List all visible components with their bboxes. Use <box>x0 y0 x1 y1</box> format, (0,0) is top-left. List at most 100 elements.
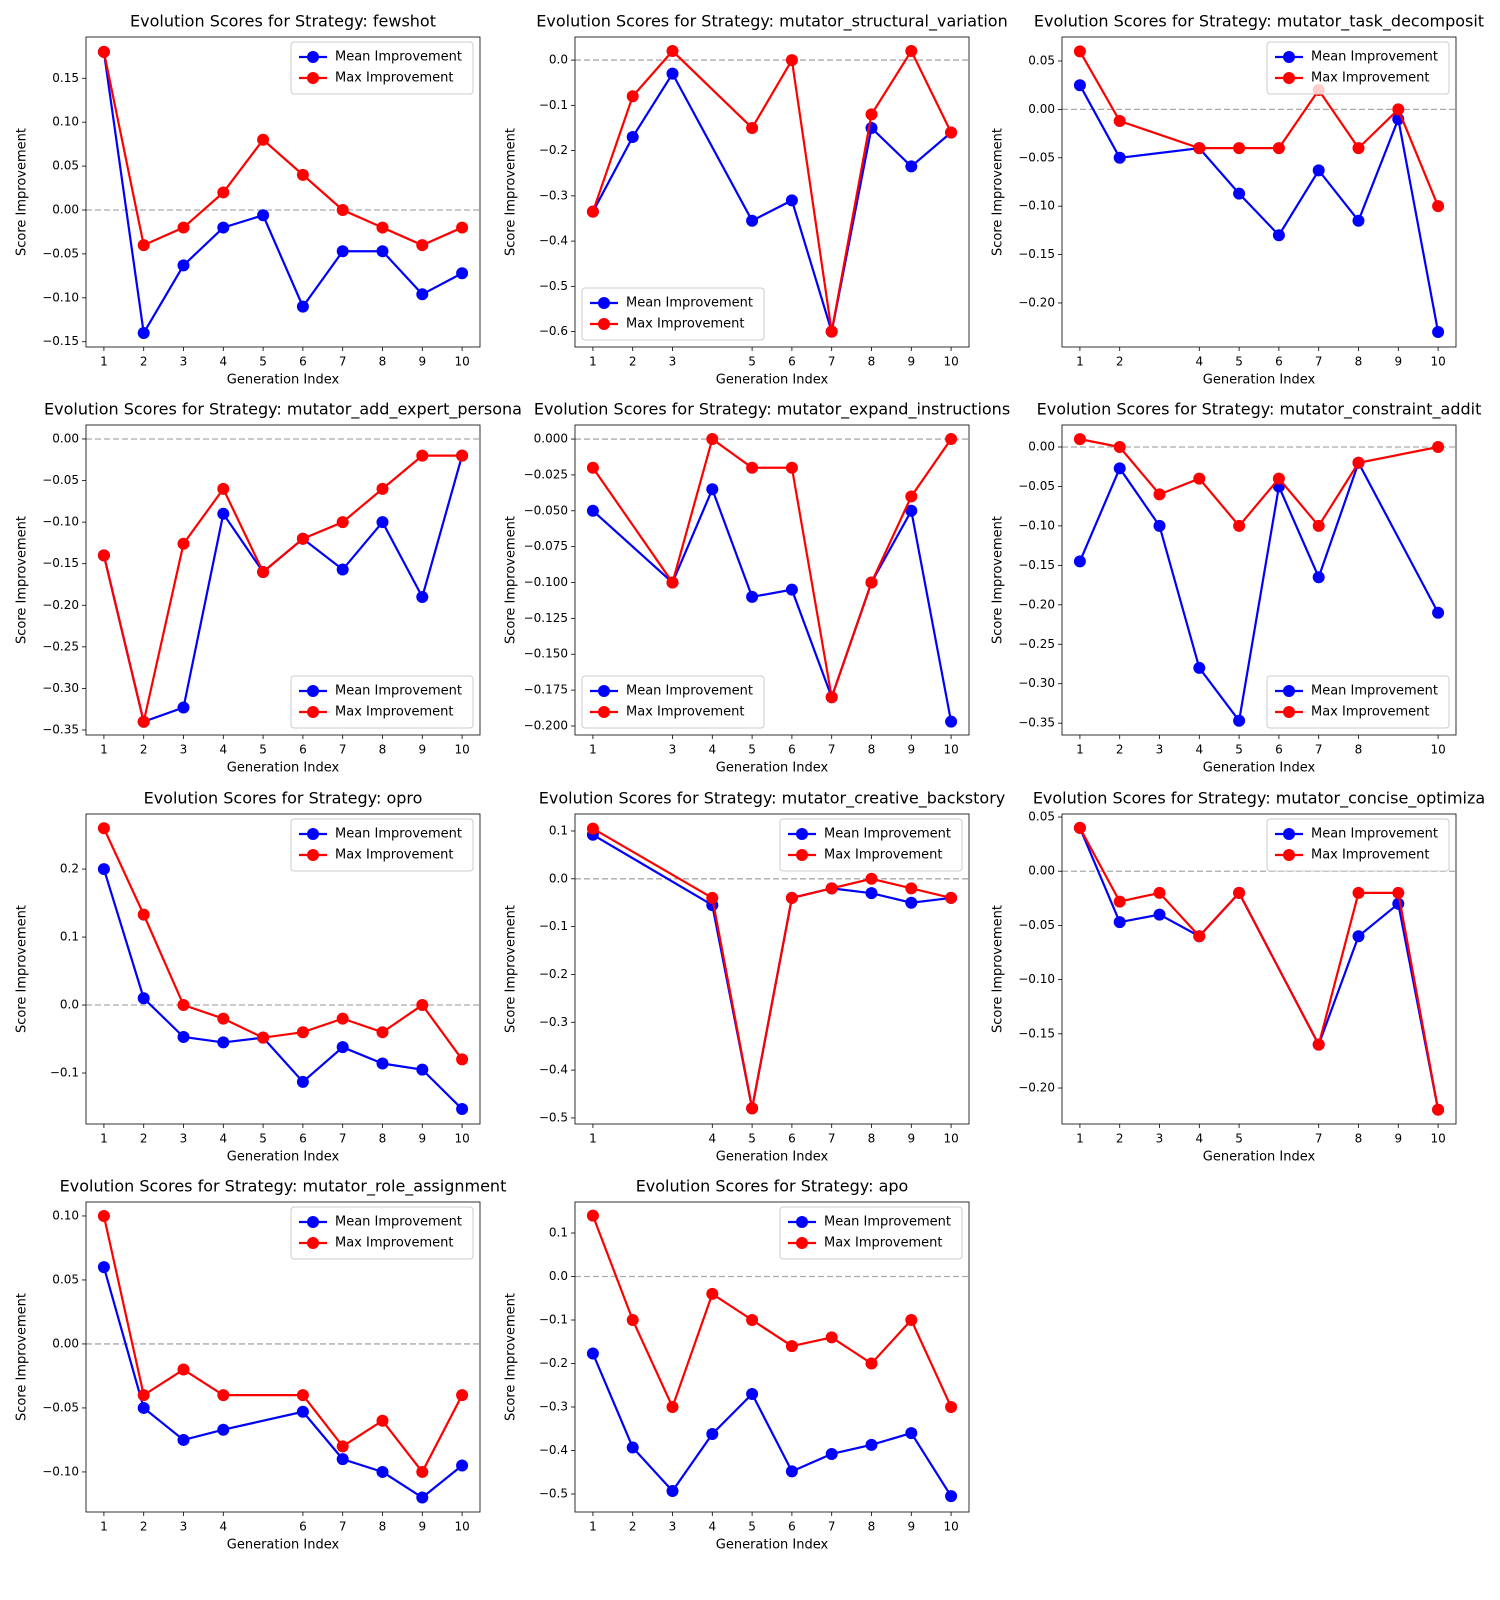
legend-label: Max Improvement <box>1311 71 1429 86</box>
legend-marker <box>307 72 319 84</box>
legend-label: Max Improvement <box>824 1236 942 1251</box>
subplot: Evolution Scores for Strategy: fewshot Ge… <box>15 12 481 388</box>
data-point <box>1193 930 1206 943</box>
data-point <box>1272 229 1285 242</box>
data-point <box>456 1389 469 1402</box>
data-point <box>1272 472 1285 485</box>
data-point <box>706 1427 719 1440</box>
data-point <box>905 45 918 58</box>
y-tick-label: −0.3 <box>539 1015 568 1029</box>
axes-frame <box>85 1201 481 1513</box>
data-point <box>336 204 349 217</box>
data-point <box>1312 164 1325 177</box>
data-point <box>865 576 878 589</box>
data-point <box>586 205 599 218</box>
data-point <box>945 891 958 904</box>
data-point <box>945 1490 958 1503</box>
x-tick-label: 4 <box>1195 743 1203 757</box>
x-tick-label: 4 <box>219 1520 227 1534</box>
y-tick-label: −0.05 <box>42 1400 79 1414</box>
x-tick-label: 10 <box>454 355 469 369</box>
x-tick-label: 2 <box>140 1132 148 1146</box>
data-point <box>296 300 309 313</box>
data-point <box>416 590 429 603</box>
data-point <box>1113 895 1126 908</box>
y-tick-label: −0.20 <box>1018 295 1055 309</box>
data-point <box>825 1331 838 1344</box>
y-axis-label: Score Improvement <box>15 905 30 1033</box>
subplot-title: Evolution Scores for Strategy: mutator_r… <box>60 1177 507 1197</box>
data-point <box>785 194 798 207</box>
x-tick-label: 8 <box>868 1132 876 1146</box>
data-point <box>416 1465 429 1478</box>
legend-label: Max Improvement <box>824 848 942 863</box>
data-point <box>296 1405 309 1418</box>
series-line <box>102 827 463 1061</box>
x-axis-label: Generation Index <box>227 1150 340 1165</box>
x-axis-label: Generation Index <box>227 373 340 388</box>
data-point <box>336 563 349 576</box>
data-point <box>1432 200 1445 213</box>
y-tick-label: −0.10 <box>42 1464 79 1478</box>
x-tick-label: 5 <box>259 355 267 369</box>
x-tick-label: 6 <box>299 355 307 369</box>
data-point <box>586 504 599 517</box>
data-point <box>905 1314 918 1327</box>
data-point <box>1233 519 1246 532</box>
data-point <box>626 131 639 144</box>
y-tick-label: −0.30 <box>1018 676 1055 690</box>
x-tick-label: 6 <box>299 1132 307 1146</box>
legend-box <box>290 41 474 95</box>
x-tick-label: 3 <box>180 355 188 369</box>
x-tick-label: 7 <box>339 1520 347 1534</box>
x-tick-label: 7 <box>339 743 347 757</box>
x-tick-label: 6 <box>299 1520 307 1534</box>
legend-marker <box>307 706 319 718</box>
y-tick-label: −0.4 <box>539 1443 568 1457</box>
y-tick-label: −0.10 <box>1018 199 1055 213</box>
data-point <box>257 566 270 579</box>
x-tick-label: 4 <box>219 1132 227 1146</box>
data-point <box>336 1012 349 1025</box>
y-tick-label: −0.2 <box>539 967 568 981</box>
y-tick-label: 0.00 <box>1028 864 1055 878</box>
data-point <box>666 1400 679 1413</box>
x-tick-label: 1 <box>100 743 108 757</box>
x-tick-label: 1 <box>100 1520 108 1534</box>
subplot-title: Evolution Scores for Strategy: mutator_a… <box>44 400 522 420</box>
x-tick-label: 5 <box>748 355 756 369</box>
y-tick-label: −0.2 <box>539 143 568 157</box>
x-tick-label: 5 <box>748 743 756 757</box>
subplot: Evolution Scores for Strategy: mutator_t… <box>991 12 1485 388</box>
data-point <box>137 992 150 1005</box>
x-tick-label: 1 <box>1076 743 1084 757</box>
legend-label: Mean Improvement <box>1311 684 1438 699</box>
x-axis-label: Generation Index <box>716 1150 829 1165</box>
subplot-title: Evolution Scores for Strategy: mutator_c… <box>539 789 1006 809</box>
x-tick-label: 10 <box>1430 743 1445 757</box>
data-point <box>217 482 230 495</box>
y-tick-label: −0.25 <box>1018 637 1055 651</box>
data-point <box>97 822 110 835</box>
x-tick-label: 1 <box>100 1132 108 1146</box>
x-tick-label: 3 <box>1156 743 1164 757</box>
x-tick-label: 2 <box>1116 355 1124 369</box>
legend-marker <box>307 828 319 840</box>
x-tick-label: 8 <box>868 355 876 369</box>
x-tick-label: 8 <box>868 743 876 757</box>
y-tick-label: 0.00 <box>1028 440 1055 454</box>
x-tick-label: 8 <box>379 743 387 757</box>
data-point <box>905 882 918 895</box>
x-tick-label: 9 <box>418 743 426 757</box>
y-tick-label: −0.3 <box>539 1399 568 1413</box>
data-point <box>217 1012 230 1025</box>
x-tick-label: 9 <box>1394 355 1402 369</box>
x-tick-label: 10 <box>1430 355 1445 369</box>
legend-label: Max Improvement <box>335 848 453 863</box>
data-point <box>137 715 150 728</box>
y-tick-label: −0.10 <box>1018 972 1055 986</box>
y-tick-label: −0.15 <box>1018 558 1055 572</box>
subplot: Evolution Scores for Strategy: apo Genera… <box>504 1177 970 1553</box>
legend-marker <box>1283 685 1295 697</box>
